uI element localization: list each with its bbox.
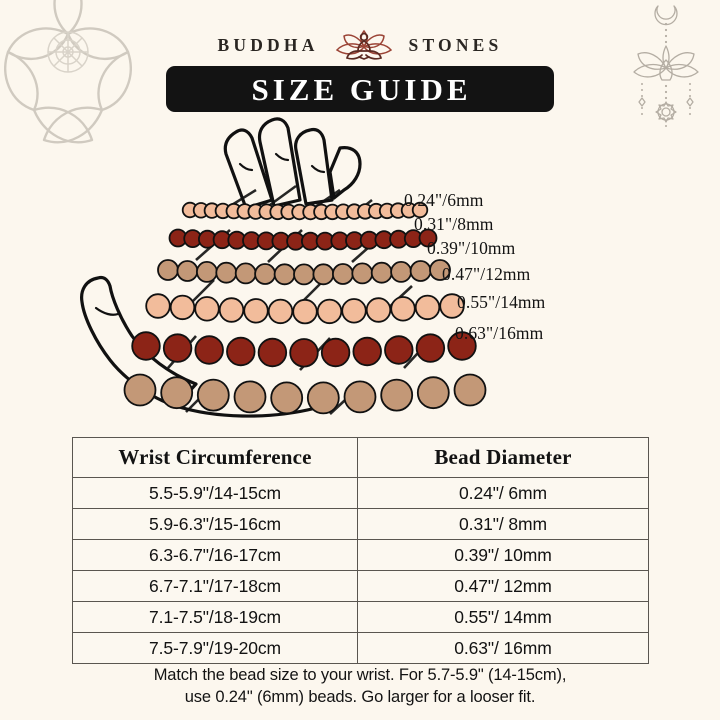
bead [414, 294, 441, 321]
bracelet-row-04712mm [145, 293, 465, 325]
cell-wrist-circumference: 5.9-6.3"/15-16cm [72, 508, 358, 540]
bead [162, 333, 193, 363]
cell-wrist-circumference: 6.3-6.7"/16-17cm [72, 539, 358, 571]
cell-wrist-circumference: 7.1-7.5"/18-19cm [72, 601, 358, 633]
bead [390, 260, 413, 283]
bead [169, 294, 196, 321]
bead-label-8mm: 0.31"/8mm [414, 214, 494, 234]
footer-line-1: Match the bead size to your wrist. For 5… [153, 666, 567, 684]
bead [312, 263, 335, 286]
hand-bracelet-illustration [80, 117, 487, 418]
bead [233, 380, 267, 414]
header-wrist-circumference: Wrist Circumference [72, 437, 358, 478]
bead [218, 297, 245, 323]
brand-word-left: BUDDHA [217, 34, 319, 55]
page-title: SIZE GUIDE [251, 71, 472, 107]
lotus-meditation-icon [335, 29, 392, 60]
bead [409, 260, 432, 282]
bead [234, 262, 257, 285]
size-table: Wrist Circumference Bead Diameter 5.5-5.… [72, 437, 649, 664]
bead [418, 228, 438, 248]
table-header-row: Wrist Circumference Bead Diameter [72, 437, 649, 478]
bead [316, 298, 343, 325]
bead [176, 260, 199, 282]
brand-logo: BUDDHA STONES [0, 25, 720, 65]
cell-bead-diameter: 0.47"/ 12mm [357, 570, 649, 602]
table-row: 5.9-6.3"/15-16cm 0.31"/ 8mm [72, 508, 649, 540]
bead [306, 381, 340, 415]
cell-wrist-circumference: 7.5-7.9"/19-20cm [72, 632, 358, 664]
table-row: 6.7-7.1"/17-18cm 0.47"/ 12mm [72, 570, 649, 602]
bead [390, 296, 416, 322]
bead [365, 297, 392, 323]
table-row: 7.1-7.5"/18-19cm 0.55"/ 14mm [72, 601, 649, 633]
lotus-hanging-ornament-icon [633, 5, 699, 127]
table-row: 6.3-6.7"/16-17cm 0.39"/ 10mm [72, 539, 649, 571]
bead [123, 373, 157, 407]
footer-note: Match the bead size to your wrist. For 5… [0, 664, 720, 708]
bead [194, 296, 220, 322]
bead [343, 380, 377, 414]
bead [411, 201, 429, 219]
bead [267, 298, 294, 325]
cell-bead-diameter: 0.39"/ 10mm [357, 539, 649, 571]
cell-wrist-circumference: 6.7-7.1"/17-18cm [72, 570, 358, 602]
bead [257, 337, 288, 368]
header-bead-diameter: Bead Diameter [357, 437, 649, 478]
bracelet-row-03910mm [157, 259, 451, 286]
bead [370, 261, 393, 284]
bead [351, 262, 374, 285]
bead [273, 263, 296, 286]
bead [194, 335, 224, 365]
bead [293, 263, 315, 286]
bead [429, 259, 451, 281]
bracelet-row-0246mm [181, 201, 429, 221]
bracelet-row-05514mm [131, 331, 477, 368]
cell-wrist-circumference: 5.5-5.9"/14-15cm [72, 477, 358, 509]
page-title-banner: SIZE GUIDE [166, 66, 554, 112]
cell-bead-diameter: 0.55"/ 14mm [357, 601, 649, 633]
cell-bead-diameter: 0.63"/ 16mm [357, 632, 649, 664]
bead [416, 376, 450, 410]
brand-word-right: STONES [408, 34, 503, 55]
bead [215, 261, 238, 284]
bead [320, 337, 351, 368]
bead [131, 331, 161, 361]
bead [195, 260, 218, 283]
bead [352, 336, 382, 367]
bead [270, 381, 304, 415]
bead [254, 263, 277, 285]
bead [380, 378, 414, 412]
table-row: 5.5-5.9"/14-15cm 0.24"/ 6mm [72, 477, 649, 509]
bead [145, 293, 171, 319]
bracelet-row-0318mm [168, 228, 438, 251]
bead-label-12mm: 0.47"/12mm [442, 264, 531, 284]
bead [439, 293, 465, 319]
bead-label-14mm: 0.55"/14mm [457, 292, 546, 312]
bead [341, 298, 367, 324]
bead [226, 336, 256, 367]
bead [292, 298, 318, 325]
bead [160, 376, 194, 410]
bead-label-6mm: 0.24"/6mm [404, 190, 484, 210]
bead [384, 335, 414, 365]
cell-bead-diameter: 0.24"/ 6mm [357, 477, 649, 509]
bead [453, 373, 487, 407]
bead-label-16mm: 0.63"/16mm [455, 323, 544, 343]
bead [196, 378, 230, 412]
bracelet-row-06316mm [123, 373, 487, 415]
bead-label-10mm: 0.39"/10mm [427, 238, 516, 258]
bead [289, 338, 319, 368]
table-row: 7.5-7.9"/19-20cm 0.63"/ 16mm [72, 632, 649, 664]
cell-bead-diameter: 0.31"/ 8mm [357, 508, 649, 540]
bracelet-bead-rows [123, 201, 487, 415]
bead [243, 298, 269, 324]
footer-line-2: use 0.24" (6mm) beads. Go larger for a l… [184, 688, 536, 706]
bead [415, 333, 446, 363]
bead [157, 259, 179, 281]
bead [331, 263, 354, 285]
bead [447, 331, 477, 361]
